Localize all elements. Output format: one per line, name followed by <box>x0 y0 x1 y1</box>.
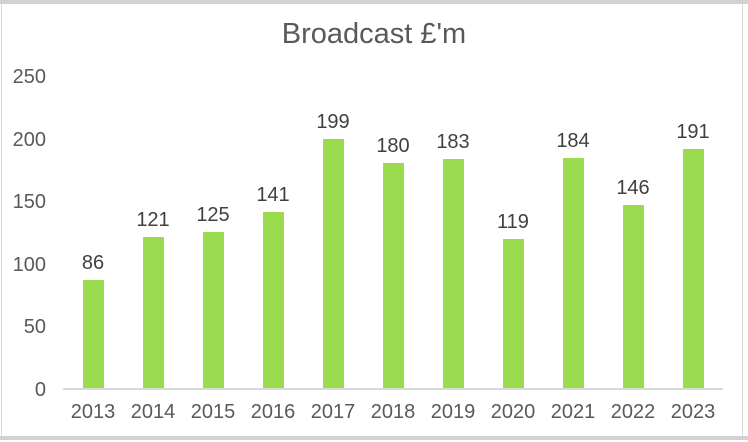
x-category-label: 2016 <box>250 401 296 423</box>
x-category-label: 2021 <box>550 401 596 423</box>
bar <box>382 162 404 388</box>
bar-value-label: 184 <box>556 129 590 152</box>
bar <box>562 157 584 388</box>
left-border <box>1 4 2 436</box>
y-tick-label: 250 <box>12 66 46 88</box>
bar <box>442 158 464 388</box>
bottom-border <box>0 436 748 440</box>
x-category-label: 2014 <box>130 401 176 423</box>
bar-slot: 141 <box>243 77 303 388</box>
top-border <box>0 0 748 4</box>
bar <box>82 280 104 388</box>
bar <box>322 138 344 388</box>
chart-title: Broadcast £'m <box>281 18 467 50</box>
bar <box>682 148 704 388</box>
bar-value-label: 119 <box>497 211 529 233</box>
bar <box>142 236 164 388</box>
bar-value-label: 86 <box>81 252 105 275</box>
x-category-label: 2022 <box>610 401 656 423</box>
bar-slot: 199 <box>303 77 363 388</box>
bar <box>622 205 644 388</box>
bar-slot: 184 <box>543 77 603 388</box>
bar-value-label: 199 <box>316 110 350 133</box>
x-category-label: 2023 <box>670 401 716 423</box>
bar <box>202 231 224 388</box>
bar-value-label: 191 <box>676 120 710 143</box>
y-tick-label: 150 <box>12 191 46 213</box>
plot-area: 86 121 125 141 199 180 183 119 184 146 191 <box>63 77 723 390</box>
y-tick-label: 50 <box>23 316 46 338</box>
x-axis: 2013 2014 2015 2016 2017 2018 2019 2020 2021 2022… <box>63 400 723 424</box>
bar-slot: 183 <box>423 77 483 388</box>
y-tick-label: 100 <box>12 254 46 276</box>
bar-slot: 121 <box>123 77 183 388</box>
x-category-label: 2015 <box>190 401 236 423</box>
bar-value-label: 121 <box>136 208 170 231</box>
x-category-label: 2017 <box>310 401 356 423</box>
bar-slot: 180 <box>363 77 423 388</box>
bar-slot: 125 <box>183 77 243 388</box>
bar <box>502 239 524 388</box>
bar-value-label: 141 <box>256 183 290 206</box>
y-tick-label: 200 <box>12 129 46 151</box>
x-category-label: 2020 <box>490 401 536 423</box>
bar-value-label: 146 <box>616 177 650 200</box>
y-tick-label: 0 <box>34 379 46 401</box>
bar-slot: 86 <box>63 77 123 388</box>
x-category-label: 2018 <box>370 401 416 423</box>
x-category-label: 2019 <box>430 401 476 423</box>
right-border <box>742 4 743 436</box>
bar-slot: 146 <box>603 77 663 388</box>
bar <box>262 211 284 388</box>
bar-value-label: 183 <box>436 130 470 153</box>
bar-slot: 191 <box>663 77 723 388</box>
x-category-label: 2013 <box>70 401 116 423</box>
bar-value-label: 180 <box>376 134 410 157</box>
bar-value-label: 125 <box>196 203 230 226</box>
bar-slot: 119 <box>483 77 543 388</box>
